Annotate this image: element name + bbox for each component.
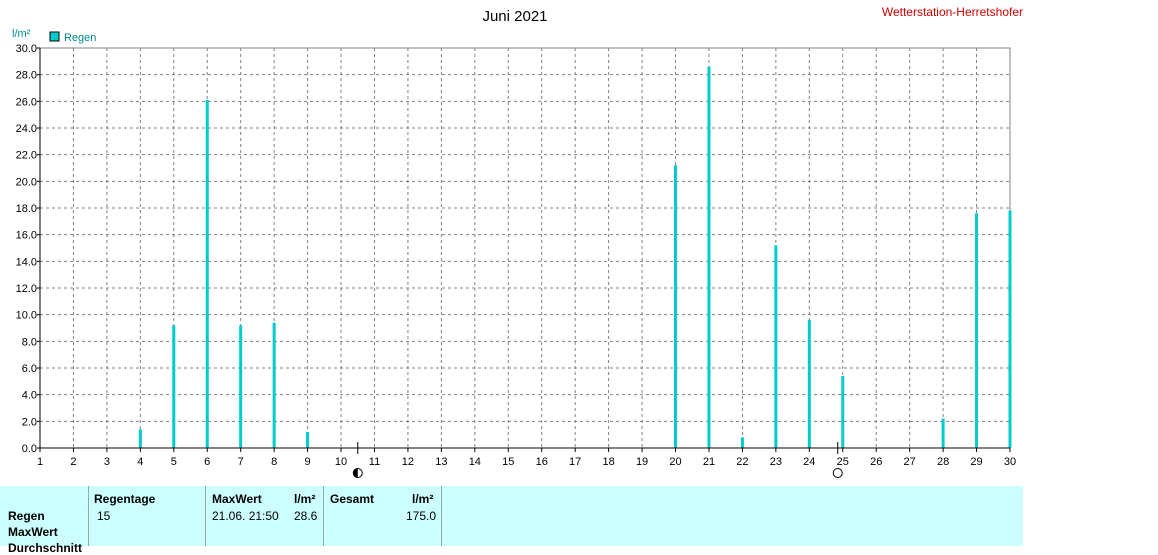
y-tick-label: 30.0 xyxy=(16,43,37,55)
x-tick-label: 6 xyxy=(204,456,210,468)
maxwert-value: 28.6 xyxy=(294,509,318,523)
x-tick-label: 16 xyxy=(536,456,548,468)
x-tick-label: 22 xyxy=(736,456,748,468)
x-tick-label: 5 xyxy=(171,456,177,468)
y-tick-label: 12.0 xyxy=(16,283,37,295)
rain-bar xyxy=(172,325,176,448)
moon-markers xyxy=(352,442,843,478)
y-tick-label: 26.0 xyxy=(16,96,37,108)
rain-bar xyxy=(774,245,778,448)
x-tick-label: 8 xyxy=(271,456,277,468)
x-tick-label: 3 xyxy=(104,456,110,468)
x-tick-label: 26 xyxy=(870,456,882,468)
x-tick-label: 7 xyxy=(238,456,244,468)
new-moon-shade xyxy=(353,468,358,478)
x-tick-label: 2 xyxy=(70,456,76,468)
x-tick-label: 27 xyxy=(904,456,916,468)
y-tick-label: 4.0 xyxy=(22,390,37,402)
axes: 0.0 2.0 4.0 6.0 8.0 10.0 12.0 14.0 16.0 18.0 20.0 2… xyxy=(16,43,1017,468)
x-tick-label: 13 xyxy=(435,456,447,468)
y-unit-label: l/m² xyxy=(12,28,31,40)
legend-label: Regen xyxy=(64,32,96,44)
y-tick-label: 24.0 xyxy=(16,123,37,135)
divider xyxy=(88,486,89,546)
y-tick-label: 2.0 xyxy=(22,416,37,428)
y-tick-label: 16.0 xyxy=(16,230,37,242)
legend-swatch xyxy=(49,31,60,42)
x-tick-label: 19 xyxy=(636,456,648,468)
gesamt-unit: l/m² xyxy=(412,492,434,506)
x-tick-label: 11 xyxy=(369,456,380,468)
plot-frame xyxy=(39,47,1011,449)
rain-bar xyxy=(674,165,678,449)
maxwert-header: MaxWert xyxy=(212,492,262,506)
x-tick-label: 10 xyxy=(335,456,347,468)
y-tick-label: 22.0 xyxy=(16,150,37,162)
divider xyxy=(323,486,324,546)
x-tick-label: 17 xyxy=(569,456,581,468)
x-tick-label: 18 xyxy=(602,456,614,468)
maxwert-time: 21.06. 21:50 xyxy=(212,509,279,523)
maxwert-unit: l/m² xyxy=(294,492,316,506)
x-tick-label: 9 xyxy=(305,456,311,468)
rain-bar xyxy=(306,432,310,448)
x-tick-label: 24 xyxy=(803,456,815,468)
rain-bar xyxy=(239,325,243,448)
gesamt-value: 175.0 xyxy=(406,509,437,523)
rain-bar xyxy=(841,376,845,448)
x-tick-label: 23 xyxy=(770,456,782,468)
y-tick-label: 14.0 xyxy=(16,256,37,268)
rain-bar xyxy=(205,100,209,448)
y-tick-label: 10.0 xyxy=(16,310,37,322)
x-tick-label: 12 xyxy=(402,456,414,468)
y-tick-label: 0.0 xyxy=(22,443,37,455)
row-label-regen: Regen xyxy=(8,509,45,523)
rain-bar xyxy=(1008,210,1012,448)
regentage-header: Regentage xyxy=(94,492,156,506)
rain-bar xyxy=(941,418,945,448)
x-tick-label: 1 xyxy=(37,456,43,468)
rain-bar xyxy=(807,320,811,448)
y-tick-label: 18.0 xyxy=(16,203,37,215)
rain-bar xyxy=(975,213,979,448)
grid xyxy=(39,47,1011,449)
x-tick-label: 30 xyxy=(1004,456,1016,468)
row-label-durchschnitt: Durchschnitt xyxy=(8,541,83,555)
x-tick-label: 25 xyxy=(837,456,849,468)
x-tick-label: 15 xyxy=(502,456,514,468)
x-tick-label: 14 xyxy=(469,456,481,468)
regentage-value: 15 xyxy=(97,509,111,523)
bars xyxy=(138,66,1012,449)
y-tick-label: 8.0 xyxy=(22,336,37,348)
divider xyxy=(205,486,206,546)
y-tick-label: 20.0 xyxy=(16,176,37,188)
rain-bar xyxy=(272,322,276,448)
rain-bar xyxy=(707,66,711,449)
x-tick-label: 29 xyxy=(970,456,982,468)
full-moon-icon xyxy=(832,468,843,478)
x-tick-label: 21 xyxy=(703,456,715,468)
x-tick-label: 28 xyxy=(937,456,949,468)
chart-title: Juni 2021 xyxy=(482,8,547,25)
rain-bar xyxy=(740,437,744,448)
x-tick-label: 4 xyxy=(137,456,143,468)
x-tick-label: 20 xyxy=(669,456,681,468)
y-tick-label: 6.0 xyxy=(22,363,37,375)
rain-bar xyxy=(138,429,142,448)
stats-panel: Regen MaxWert Durchschnitt Regentage 15 … xyxy=(0,486,1023,555)
station-name: Wetterstation-Herretshofer xyxy=(882,5,1023,19)
rain-chart: Juni 2021 Wetterstation-Herretshofer l/m… xyxy=(12,5,1023,478)
row-label-maxwert: MaxWert xyxy=(8,525,58,539)
gesamt-header: Gesamt xyxy=(330,492,375,506)
y-tick-label: 28.0 xyxy=(16,70,37,82)
divider xyxy=(441,486,442,546)
